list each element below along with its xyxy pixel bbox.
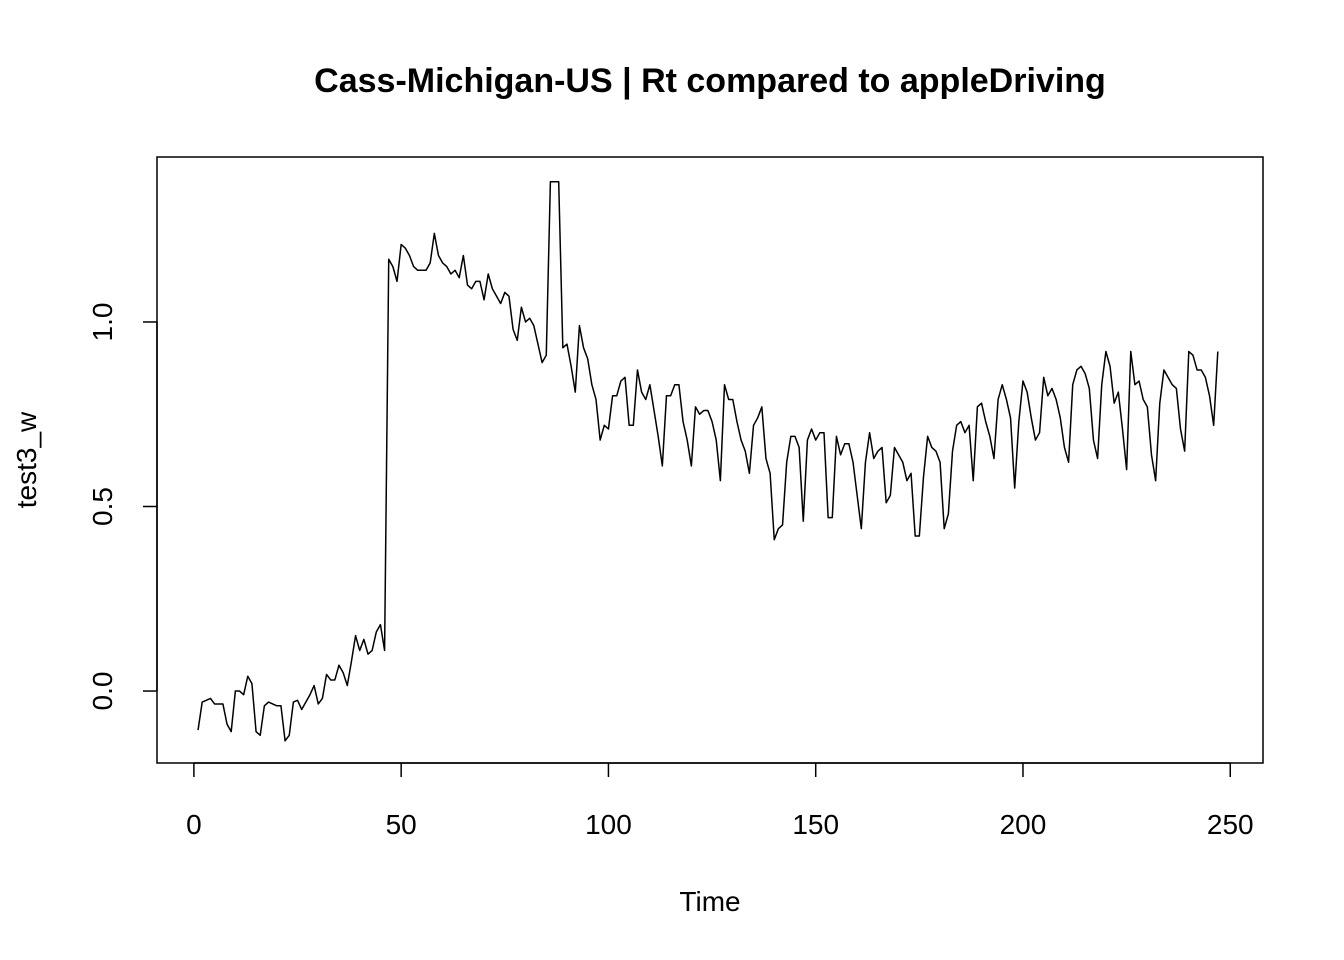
plot-frame bbox=[156, 156, 1264, 764]
x-axis-label: Time bbox=[679, 886, 740, 917]
x-tick-label: 150 bbox=[792, 809, 839, 840]
y-tick-label: 0.5 bbox=[87, 487, 118, 526]
y-axis-label: test3_w bbox=[11, 411, 42, 508]
x-tick-label: 200 bbox=[1000, 809, 1047, 840]
y-tick-label: 0.0 bbox=[87, 672, 118, 711]
x-tick-label: 50 bbox=[386, 809, 417, 840]
x-tick-label: 250 bbox=[1207, 809, 1254, 840]
y-tick-label: 1.0 bbox=[87, 303, 118, 342]
chart-title: Cass-Michigan-US | Rt compared to appleD… bbox=[314, 62, 1106, 100]
x-tick-label: 0 bbox=[186, 809, 202, 840]
data-line bbox=[197, 180, 1219, 742]
x-tick-label: 100 bbox=[585, 809, 632, 840]
